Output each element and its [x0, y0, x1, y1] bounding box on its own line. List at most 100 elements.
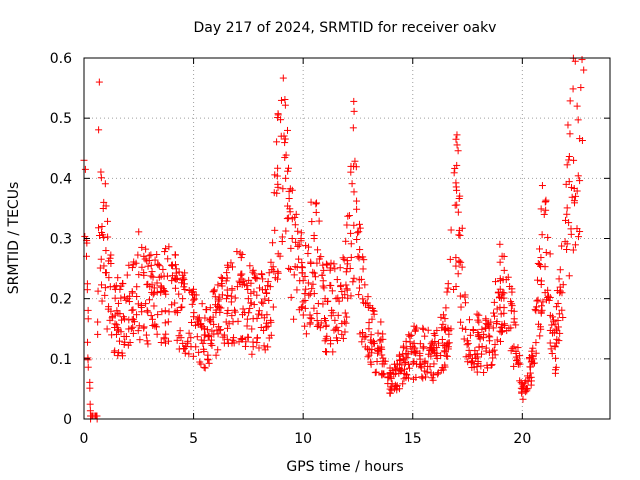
data-point	[247, 289, 255, 297]
data-point	[478, 325, 486, 333]
data-point	[172, 275, 180, 283]
data-point	[359, 295, 367, 303]
data-point	[419, 324, 427, 332]
data-point	[155, 273, 163, 281]
data-point	[149, 290, 157, 298]
data-point	[305, 243, 313, 251]
data-point	[100, 262, 108, 270]
data-point	[281, 95, 289, 103]
data-point	[181, 349, 189, 357]
data-point	[176, 327, 184, 335]
y-tick-label: 0.1	[50, 352, 72, 368]
data-point	[365, 325, 373, 333]
data-point	[557, 287, 565, 295]
data-point	[101, 284, 109, 292]
data-point	[399, 380, 407, 388]
data-point	[143, 337, 151, 345]
data-point	[535, 245, 543, 253]
data-point	[434, 370, 442, 378]
data-point	[477, 362, 485, 370]
data-point	[282, 227, 290, 235]
data-point	[359, 328, 367, 336]
data-point	[286, 265, 294, 273]
data-point	[331, 316, 339, 324]
data-point	[147, 251, 155, 259]
data-point	[439, 311, 447, 319]
data-point	[355, 254, 363, 262]
data-point	[559, 281, 567, 289]
data-point	[468, 354, 476, 362]
data-point	[349, 278, 357, 286]
data-point	[152, 323, 160, 331]
data-point	[294, 242, 302, 250]
data-point	[227, 259, 235, 267]
data-point	[209, 288, 217, 296]
data-point	[533, 297, 541, 305]
data-point	[491, 341, 499, 349]
data-point	[165, 337, 173, 345]
data-point	[433, 326, 441, 334]
data-point	[430, 360, 438, 368]
data-point	[264, 278, 272, 286]
data-point	[242, 338, 250, 346]
data-point	[277, 96, 285, 104]
data-point	[359, 265, 367, 273]
data-point	[455, 226, 463, 234]
data-point	[322, 348, 330, 356]
data-point	[350, 107, 358, 115]
data-point	[384, 374, 392, 382]
data-point	[341, 328, 349, 336]
data-point	[576, 135, 584, 143]
y-tick-label: 0.3	[50, 232, 72, 248]
data-point	[508, 302, 516, 310]
data-point	[497, 310, 505, 318]
y-tick-label: 0.5	[50, 111, 72, 127]
data-point	[179, 295, 187, 303]
data-point	[284, 164, 292, 172]
data-point	[541, 289, 549, 297]
data-point	[552, 303, 560, 311]
data-point	[162, 330, 170, 338]
data-point	[521, 379, 529, 387]
data-point	[261, 286, 269, 294]
y-tick-label: 0.6	[50, 51, 72, 67]
data-point	[160, 335, 168, 343]
data-point	[387, 383, 395, 391]
data-point	[331, 265, 339, 273]
data-point	[322, 317, 330, 325]
data-point	[277, 116, 285, 124]
data-point	[115, 349, 123, 357]
data-point	[576, 177, 584, 185]
data-point	[342, 268, 350, 276]
data-point	[222, 318, 230, 326]
data-point	[193, 333, 201, 341]
data-point	[267, 331, 275, 339]
data-point	[565, 178, 573, 186]
data-point	[100, 198, 108, 206]
data-point	[161, 339, 169, 347]
data-point	[148, 288, 156, 296]
data-point	[246, 262, 254, 270]
data-point	[253, 291, 261, 299]
data-point	[151, 322, 159, 330]
data-point	[203, 306, 211, 314]
data-point	[84, 315, 92, 323]
data-point	[322, 260, 330, 268]
data-point	[112, 282, 120, 290]
data-point	[134, 300, 142, 308]
data-point	[574, 172, 582, 180]
data-point	[566, 130, 574, 138]
data-point	[144, 262, 152, 270]
data-point	[187, 334, 195, 342]
data-point	[259, 299, 267, 307]
data-point	[173, 309, 181, 317]
data-point	[484, 364, 492, 372]
data-point	[377, 318, 385, 326]
data-point	[248, 325, 256, 333]
data-point	[429, 371, 437, 379]
data-point	[308, 285, 316, 293]
data-point	[104, 217, 112, 225]
data-point	[237, 335, 245, 343]
data-point	[452, 262, 460, 270]
data-point	[178, 303, 186, 311]
